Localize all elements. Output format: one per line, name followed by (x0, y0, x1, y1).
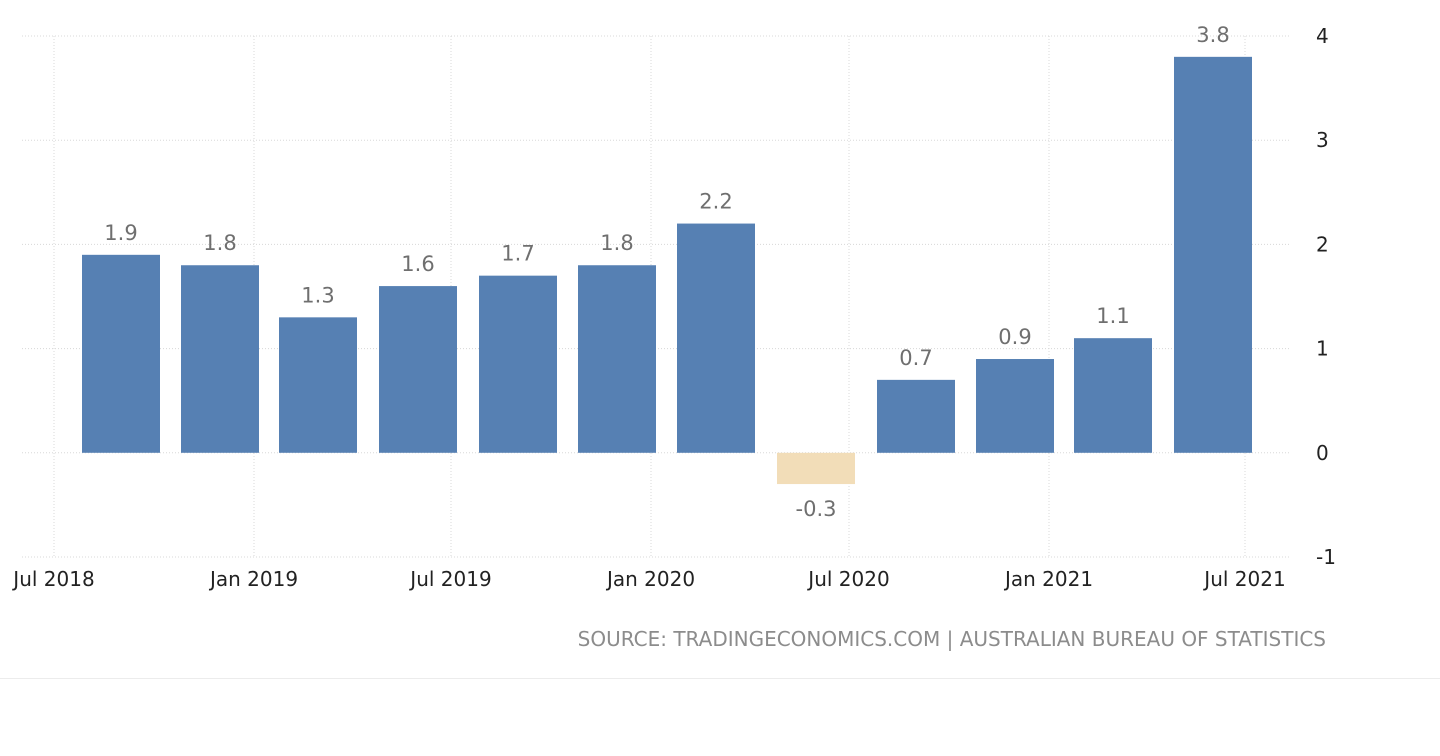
x-tick-label: Jul 2018 (11, 567, 94, 591)
divider (0, 678, 1440, 679)
x-tick-label: Jul 2021 (1202, 567, 1285, 591)
bar-value-label: 1.8 (203, 231, 236, 255)
source-attribution: SOURCE: TRADINGECONOMICS.COM | AUSTRALIA… (577, 627, 1326, 651)
bar-value-label: 1.9 (104, 221, 137, 245)
x-tick-label: Jul 2019 (408, 567, 491, 591)
bar-chart: 1.9 1.8 1.3 1.6 1.7 1.8 2.2 -0.3 0.7 0.9 1.1 3.8 4 3… (11, 23, 1336, 591)
bar[interactable] (677, 223, 755, 453)
bar[interactable] (1074, 338, 1152, 453)
bars-layer (82, 56, 1252, 485)
y-tick-label: 1 (1316, 337, 1329, 361)
x-tick-label: Jan 2020 (605, 567, 695, 591)
bar[interactable] (578, 265, 656, 453)
y-tick-label: 3 (1316, 128, 1329, 152)
value-labels-layer: 1.9 1.8 1.3 1.6 1.7 1.8 2.2 -0.3 0.7 0.9 1.1 3.8 (104, 23, 1229, 521)
x-tick-label: Jul 2020 (806, 567, 889, 591)
bar-value-label: 1.6 (401, 252, 434, 276)
bar-value-label: 3.8 (1196, 23, 1229, 47)
bar[interactable] (976, 359, 1054, 453)
bar[interactable] (877, 379, 955, 453)
bar-value-label: -0.3 (796, 497, 837, 521)
bar-value-label: 1.7 (501, 242, 534, 266)
y-tick-label: -1 (1316, 545, 1336, 569)
bar[interactable] (82, 254, 160, 453)
x-tick-label: Jan 2019 (208, 567, 298, 591)
bar[interactable] (1174, 56, 1252, 453)
y-axis: 4 3 2 1 0 -1 (1316, 24, 1336, 569)
x-axis: Jul 2018 Jan 2019 Jul 2019 Jan 2020 Jul 2020… (11, 567, 1285, 591)
bar-value-label: 0.9 (998, 325, 1031, 349)
bar-value-label: 1.1 (1096, 304, 1129, 328)
bar[interactable] (777, 452, 855, 485)
bar[interactable] (479, 275, 557, 453)
y-tick-label: 4 (1316, 24, 1329, 48)
bar-value-label: 2.2 (699, 190, 732, 214)
bar[interactable] (279, 317, 357, 453)
bar[interactable] (181, 265, 259, 453)
bar-value-label: 1.8 (600, 231, 633, 255)
y-tick-label: 2 (1316, 232, 1329, 256)
bar-value-label: 1.3 (301, 283, 334, 307)
x-tick-label: Jan 2021 (1003, 567, 1093, 591)
y-tick-label: 0 (1316, 441, 1329, 465)
bar[interactable] (379, 286, 457, 453)
bar-value-label: 0.7 (899, 346, 932, 370)
